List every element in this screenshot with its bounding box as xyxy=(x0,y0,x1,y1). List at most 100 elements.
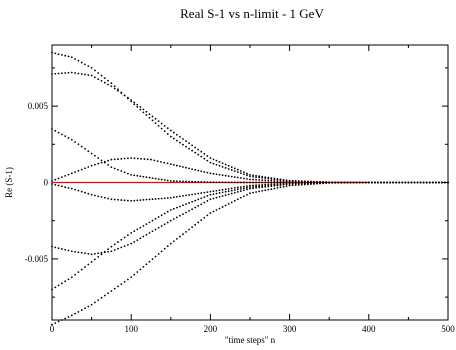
data-point xyxy=(200,150,203,153)
data-point xyxy=(233,167,236,170)
data-point xyxy=(200,155,203,158)
data-point xyxy=(117,168,119,171)
data-point xyxy=(107,164,109,166)
x-tick-label: 300 xyxy=(283,324,297,334)
data-point xyxy=(255,184,257,187)
data-point xyxy=(148,198,151,201)
data-point xyxy=(294,184,297,187)
data-point xyxy=(185,211,187,214)
data-point xyxy=(334,181,337,184)
data-point xyxy=(276,187,279,189)
data-point xyxy=(54,178,57,181)
data-point xyxy=(172,180,175,182)
data-point xyxy=(215,209,218,211)
data-point xyxy=(80,268,83,271)
data-point xyxy=(258,176,261,179)
data-point xyxy=(153,159,156,162)
data-point xyxy=(90,67,93,69)
data-point xyxy=(166,221,169,224)
data-point xyxy=(194,199,197,202)
data-point xyxy=(200,181,203,183)
data-point xyxy=(261,189,264,192)
data-point xyxy=(130,232,133,234)
data-point xyxy=(209,181,212,184)
data-point xyxy=(267,176,270,179)
data-point xyxy=(107,79,109,82)
data-point xyxy=(182,213,184,216)
data-point xyxy=(139,268,142,271)
data-point xyxy=(243,177,245,180)
data-point xyxy=(206,214,209,217)
data-point xyxy=(74,188,76,191)
data-point xyxy=(185,194,187,197)
data-point xyxy=(233,189,236,191)
data-point xyxy=(191,149,194,152)
data-point xyxy=(273,179,276,182)
data-point xyxy=(163,161,166,164)
data-point xyxy=(97,252,100,255)
data-point xyxy=(291,180,294,183)
data-point xyxy=(130,173,133,176)
data-point xyxy=(270,184,273,187)
data-point xyxy=(148,232,151,234)
data-point xyxy=(258,185,261,188)
data-point xyxy=(142,198,145,201)
data-point xyxy=(143,158,146,160)
data-point xyxy=(206,155,209,157)
data-point xyxy=(447,181,449,184)
data-point xyxy=(246,186,248,189)
data-point xyxy=(110,290,113,292)
data-point xyxy=(218,195,221,198)
data-point xyxy=(148,113,151,115)
data-point xyxy=(142,235,145,238)
data-point xyxy=(51,51,53,54)
x-tick-label: 500 xyxy=(441,324,455,334)
data-point xyxy=(194,206,197,209)
data-point xyxy=(123,94,126,97)
data-point xyxy=(200,197,203,200)
data-point xyxy=(145,110,148,113)
data-point xyxy=(264,183,267,186)
data-point xyxy=(261,179,264,182)
data-point xyxy=(70,250,73,253)
data-point xyxy=(163,179,166,181)
data-point xyxy=(285,180,288,183)
data-point xyxy=(51,183,53,185)
data-point xyxy=(340,181,343,184)
data-point xyxy=(97,72,100,74)
data-point xyxy=(130,99,133,101)
data-point xyxy=(172,163,175,166)
data-point xyxy=(239,186,242,188)
data-point xyxy=(133,240,136,243)
data-point xyxy=(107,292,109,295)
data-point xyxy=(139,226,142,229)
data-point xyxy=(160,122,163,125)
data-point xyxy=(151,119,154,122)
data-point xyxy=(221,162,224,165)
data-point xyxy=(157,124,160,127)
data-point xyxy=(70,56,73,59)
y-axis-label: Re (S-1) xyxy=(4,167,14,198)
data-point xyxy=(279,181,282,184)
data-point xyxy=(419,181,422,184)
data-point xyxy=(90,303,93,306)
data-point xyxy=(133,103,136,106)
data-point xyxy=(258,175,261,178)
data-point xyxy=(94,154,96,157)
data-point xyxy=(261,175,264,178)
data-point xyxy=(212,190,215,193)
data-point xyxy=(249,178,251,181)
data-point xyxy=(255,174,257,177)
data-point xyxy=(139,175,142,178)
data-point xyxy=(230,166,233,169)
data-point xyxy=(103,196,106,199)
data-point xyxy=(389,181,392,184)
data-point xyxy=(142,224,145,227)
data-point xyxy=(215,189,218,192)
data-point xyxy=(166,162,169,165)
data-point xyxy=(100,196,103,198)
data-point xyxy=(67,278,70,281)
data-point xyxy=(191,168,194,171)
data-point xyxy=(70,314,73,317)
data-point xyxy=(117,198,119,201)
